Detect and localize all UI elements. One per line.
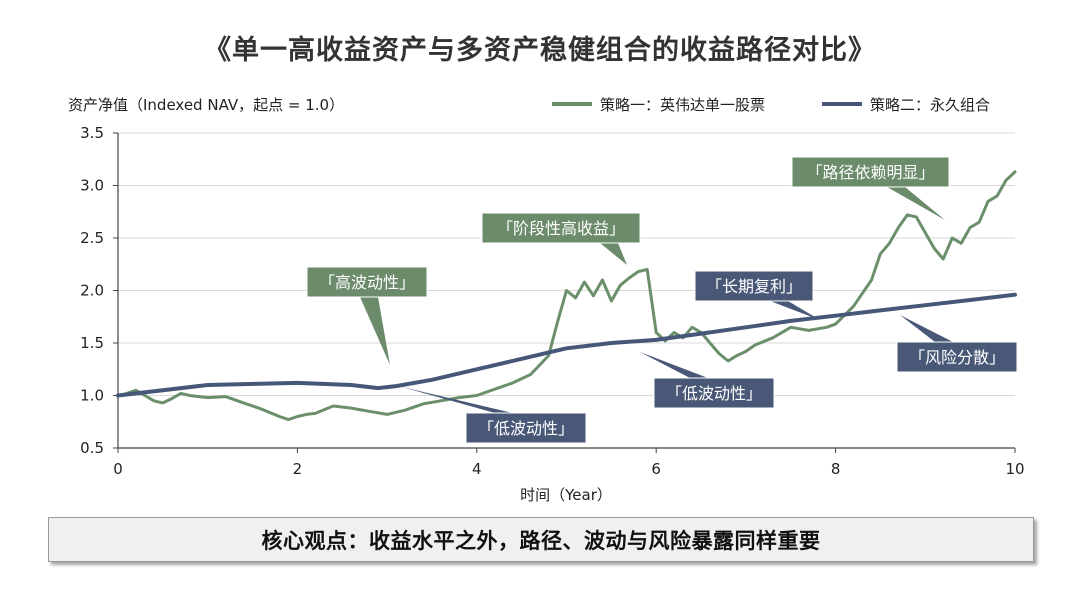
- callout-label: 「阶段性高收益」: [497, 219, 625, 238]
- legend: 策略一：英伟达单一股票 策略二：永久组合: [552, 96, 990, 114]
- legend-label-strategy1: 策略一：英伟达单一股票: [600, 96, 765, 114]
- series-lines: [116, 170, 1017, 422]
- y-tick-label: 0.5: [80, 439, 104, 457]
- conclusion-text: 核心观点：收益水平之外，路径、波动与风险暴露同样重要: [261, 528, 821, 553]
- x-axis-title: 时间（Year）: [520, 486, 612, 504]
- callout-label: 「长期复利」: [706, 277, 802, 296]
- callout-box: [481, 212, 641, 244]
- undefined: 「长期复利」: [694, 270, 820, 320]
- undefined: 「低波动性」: [402, 387, 587, 444]
- callout-box: [306, 266, 428, 298]
- callout-box: [465, 412, 587, 444]
- tick-labels: 0.5 1.0 1.5 2.0 2.5 3.0 3.5 0 2 4 6 8 10: [80, 124, 1024, 478]
- callout-box: [896, 341, 1018, 373]
- callout-label: 「高波动性」: [319, 273, 415, 292]
- undefined: 「阶段性高收益」: [481, 212, 641, 265]
- undefined: 「低波动性」: [640, 352, 775, 409]
- y-tick-label: 1.5: [80, 334, 104, 352]
- callout-pointer: [770, 301, 820, 320]
- chart: 0.5 1.0 1.5 2.0 2.5 3.0 3.5 0 2 4 6 8 10 资产净值（Indexe…: [68, 96, 1025, 504]
- callout-pointer: [900, 315, 953, 342]
- x-tick-label: 4: [472, 460, 482, 478]
- callout-pointer: [402, 387, 513, 413]
- callout-box: [791, 156, 950, 188]
- y-tick-label: 3.0: [80, 177, 104, 195]
- x-tick-label: 10: [1005, 460, 1024, 478]
- series-line-strategy2: [116, 292, 1017, 398]
- y-tick-label: 2.5: [80, 229, 104, 247]
- y-tick-label: 1.0: [80, 387, 104, 405]
- y-axis-title: 资产净值（Indexed NAV，起点 = 1.0）: [68, 96, 344, 114]
- undefined: 「高波动性」: [306, 266, 428, 365]
- callout-box: [653, 377, 775, 409]
- y-tick-label: 3.5: [80, 124, 104, 142]
- x-tick-label: 0: [113, 460, 123, 478]
- conclusion-box: 核心观点：收益水平之外，路径、波动与风险暴露同样重要: [48, 517, 1034, 562]
- y-tick-label: 2.0: [80, 282, 104, 300]
- callout-label: 「路径依赖明显」: [806, 163, 934, 182]
- page-title: 《单一高收益资产与多资产稳健组合的收益路径对比》: [204, 35, 876, 66]
- callout-label: 「低波动性」: [478, 419, 574, 438]
- callout-pointer: [360, 297, 390, 365]
- callout-pointer: [887, 187, 945, 220]
- series-line-strategy1: [116, 170, 1017, 422]
- legend-label-strategy2: 策略二：永久组合: [870, 96, 990, 114]
- callout-label: 「低波动性」: [666, 384, 762, 403]
- callout-box: [694, 270, 814, 302]
- callout-pointer: [640, 352, 708, 378]
- x-tick-label: 2: [293, 460, 303, 478]
- undefined: 「风险分散」: [896, 315, 1018, 373]
- x-tick-label: 8: [831, 460, 841, 478]
- undefined: 「路径依赖明显」: [791, 156, 950, 220]
- callouts: 「高波动性」 「阶段性高收益」 「路径依赖明显」「长期复利」「风险分散」「低波动性」…: [306, 156, 1018, 444]
- x-tick-label: 6: [651, 460, 661, 478]
- callout-label: 「风险分散」: [909, 348, 1005, 367]
- callout-pointer: [600, 243, 627, 265]
